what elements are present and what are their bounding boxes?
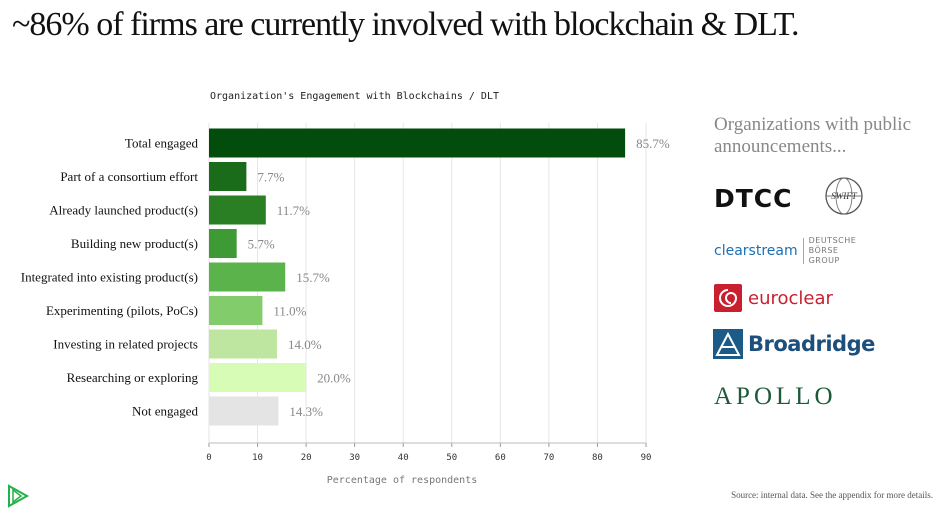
- x-tick-label: 40: [398, 453, 409, 463]
- x-ticks: 0 10 20 30 40 50 60 70 80 90: [206, 442, 652, 463]
- x-tick-label: 10: [252, 453, 263, 463]
- category-label: Experimenting (pilots, PoCs): [46, 303, 198, 318]
- headline: ~86% of firms are currently involved wit…: [12, 6, 800, 43]
- value-label: 5.7%: [248, 237, 275, 252]
- bar: [209, 296, 263, 325]
- divider: [802, 238, 804, 264]
- swift-logo: SWIFT: [824, 176, 864, 220]
- bar: [209, 363, 307, 392]
- category-label: Total engaged: [125, 136, 199, 151]
- category-label: Investing in related projects: [53, 337, 198, 352]
- value-label: 15.7%: [296, 270, 330, 285]
- category-label: Not engaged: [132, 404, 199, 419]
- x-tick-label: 0: [206, 453, 211, 463]
- value-label: 11.7%: [277, 203, 310, 218]
- x-axis-title: Percentage of respondents: [327, 475, 478, 486]
- x-tick-label: 60: [495, 453, 506, 463]
- clearstream-logo: clearstream DEUTSCHE BÖRSE GROUP: [714, 236, 873, 266]
- x-tick-label: 90: [641, 453, 652, 463]
- x-tick-label: 50: [446, 453, 457, 463]
- category-label: Already launched product(s): [49, 203, 198, 218]
- svg-text:SWIFT: SWIFT: [831, 191, 857, 201]
- x-tick-label: 80: [592, 453, 603, 463]
- bar: [209, 229, 237, 258]
- broadridge-logo: Broadridge: [713, 329, 875, 359]
- euroclear-name: euroclear: [748, 287, 833, 309]
- category-label: Building new product(s): [71, 236, 198, 251]
- value-label: 85.7%: [636, 136, 670, 151]
- value-label: 7.7%: [257, 170, 284, 185]
- x-tick-label: 70: [543, 453, 554, 463]
- clearstream-name: clearstream: [714, 243, 798, 259]
- x-tick-label: 30: [349, 453, 360, 463]
- bar: [209, 396, 279, 426]
- apollo-logo: APOLLO: [714, 383, 837, 410]
- bar: [209, 329, 277, 359]
- bars: Total engaged 85.7% Part of a consortium e…: [21, 128, 670, 426]
- bar: [209, 128, 626, 158]
- value-label: 20.0%: [317, 371, 351, 386]
- brand-logo-icon: [7, 484, 31, 512]
- public-announcements-heading: Organizations with public announcements.…: [714, 114, 912, 157]
- dtcc-logo: DTCC: [714, 184, 793, 213]
- value-label: 14.3%: [289, 404, 323, 419]
- bar: [209, 262, 286, 292]
- bar: [209, 162, 247, 191]
- value-label: 14.0%: [288, 337, 322, 352]
- category-label: Researching or exploring: [67, 370, 199, 385]
- broadridge-emblem-icon: [713, 329, 743, 359]
- category-label: Part of a consortium effort: [60, 169, 198, 184]
- bar: [209, 195, 266, 225]
- euroclear-logo: euroclear: [714, 284, 833, 312]
- broadridge-name: Broadridge: [748, 332, 875, 356]
- chart-title: Organization's Engagement with Blockchai…: [210, 91, 499, 102]
- category-label: Integrated into existing product(s): [21, 270, 198, 285]
- source-note: Source: internal data. See the appendix …: [731, 490, 933, 500]
- x-tick-label: 20: [301, 453, 312, 463]
- deutsche-borse-group: DEUTSCHE BÖRSE GROUP: [808, 236, 857, 265]
- euroclear-emblem-icon: [714, 284, 742, 312]
- value-label: 11.0%: [273, 304, 306, 319]
